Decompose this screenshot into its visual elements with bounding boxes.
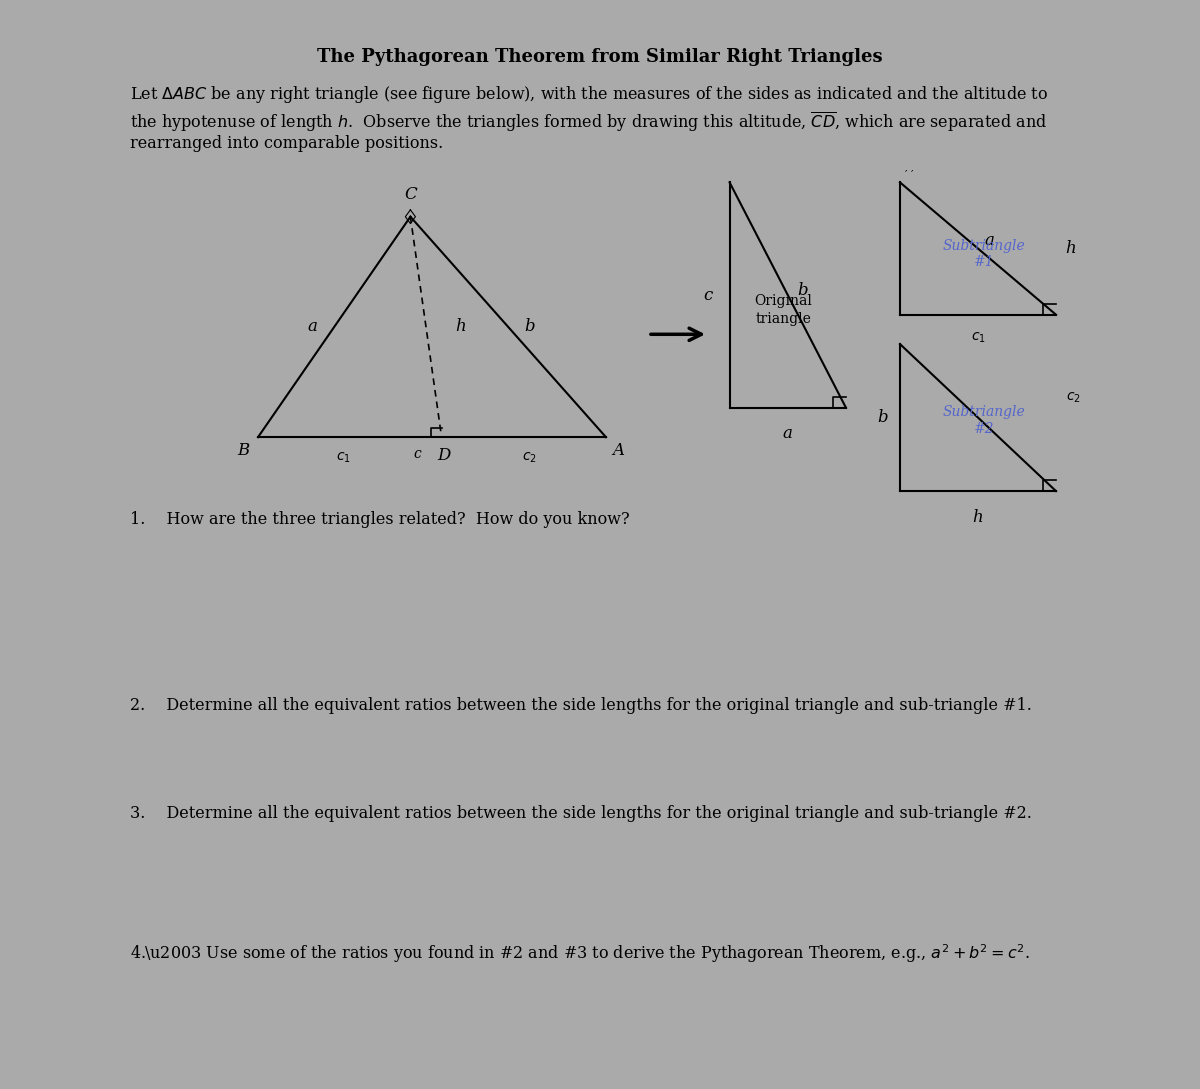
Text: the hypotenuse of length $h$.  Observe the triangles formed by drawing this alti: the hypotenuse of length $h$. Observe th… xyxy=(130,110,1046,134)
Text: Subtriangle
#1: Subtriangle #1 xyxy=(943,238,1025,269)
Text: a: a xyxy=(782,426,793,442)
Text: rearranged into comparable positions.: rearranged into comparable positions. xyxy=(130,135,443,152)
Text: b: b xyxy=(877,409,888,426)
Text: Let $\Delta ABC$ be any right triangle (see figure below), with the measures of : Let $\Delta ABC$ be any right triangle (… xyxy=(130,84,1048,106)
Text: A: A xyxy=(612,442,624,460)
Text: $c_1$: $c_1$ xyxy=(336,451,352,465)
Text: b: b xyxy=(524,318,535,335)
Text: 4.\u2003 Use some of the ratios you found in #2 and #3 to derive the Pythagorean: 4.\u2003 Use some of the ratios you foun… xyxy=(130,942,1030,965)
Text: a: a xyxy=(984,232,994,249)
Text: $c_2$: $c_2$ xyxy=(1066,391,1080,405)
Text: ′ ′: ′ ′ xyxy=(905,170,913,180)
Text: h: h xyxy=(973,509,983,526)
Text: b: b xyxy=(797,282,808,298)
Text: 3.  Determine all the equivalent ratios between the side lengths for the origina: 3. Determine all the equivalent ratios b… xyxy=(130,805,1032,822)
Text: 1.  How are the three triangles related?  How do you know?: 1. How are the three triangles related? … xyxy=(130,511,629,528)
Text: $c_1$: $c_1$ xyxy=(971,330,985,345)
Text: a: a xyxy=(307,318,318,335)
Text: The Pythagorean Theorem from Similar Right Triangles: The Pythagorean Theorem from Similar Rig… xyxy=(317,48,883,66)
Text: c: c xyxy=(414,446,421,461)
Text: Original
triangle: Original triangle xyxy=(755,294,812,326)
Text: Subtriangle
#2: Subtriangle #2 xyxy=(943,405,1025,436)
Text: D: D xyxy=(437,446,451,464)
Text: c: c xyxy=(703,286,713,304)
Text: B: B xyxy=(238,442,250,460)
Text: C: C xyxy=(404,186,416,203)
Text: h: h xyxy=(1066,240,1076,257)
Text: $c_2$: $c_2$ xyxy=(522,451,538,465)
Text: h: h xyxy=(456,318,466,335)
Text: 2.  Determine all the equivalent ratios between the side lengths for the origina: 2. Determine all the equivalent ratios b… xyxy=(130,697,1032,714)
